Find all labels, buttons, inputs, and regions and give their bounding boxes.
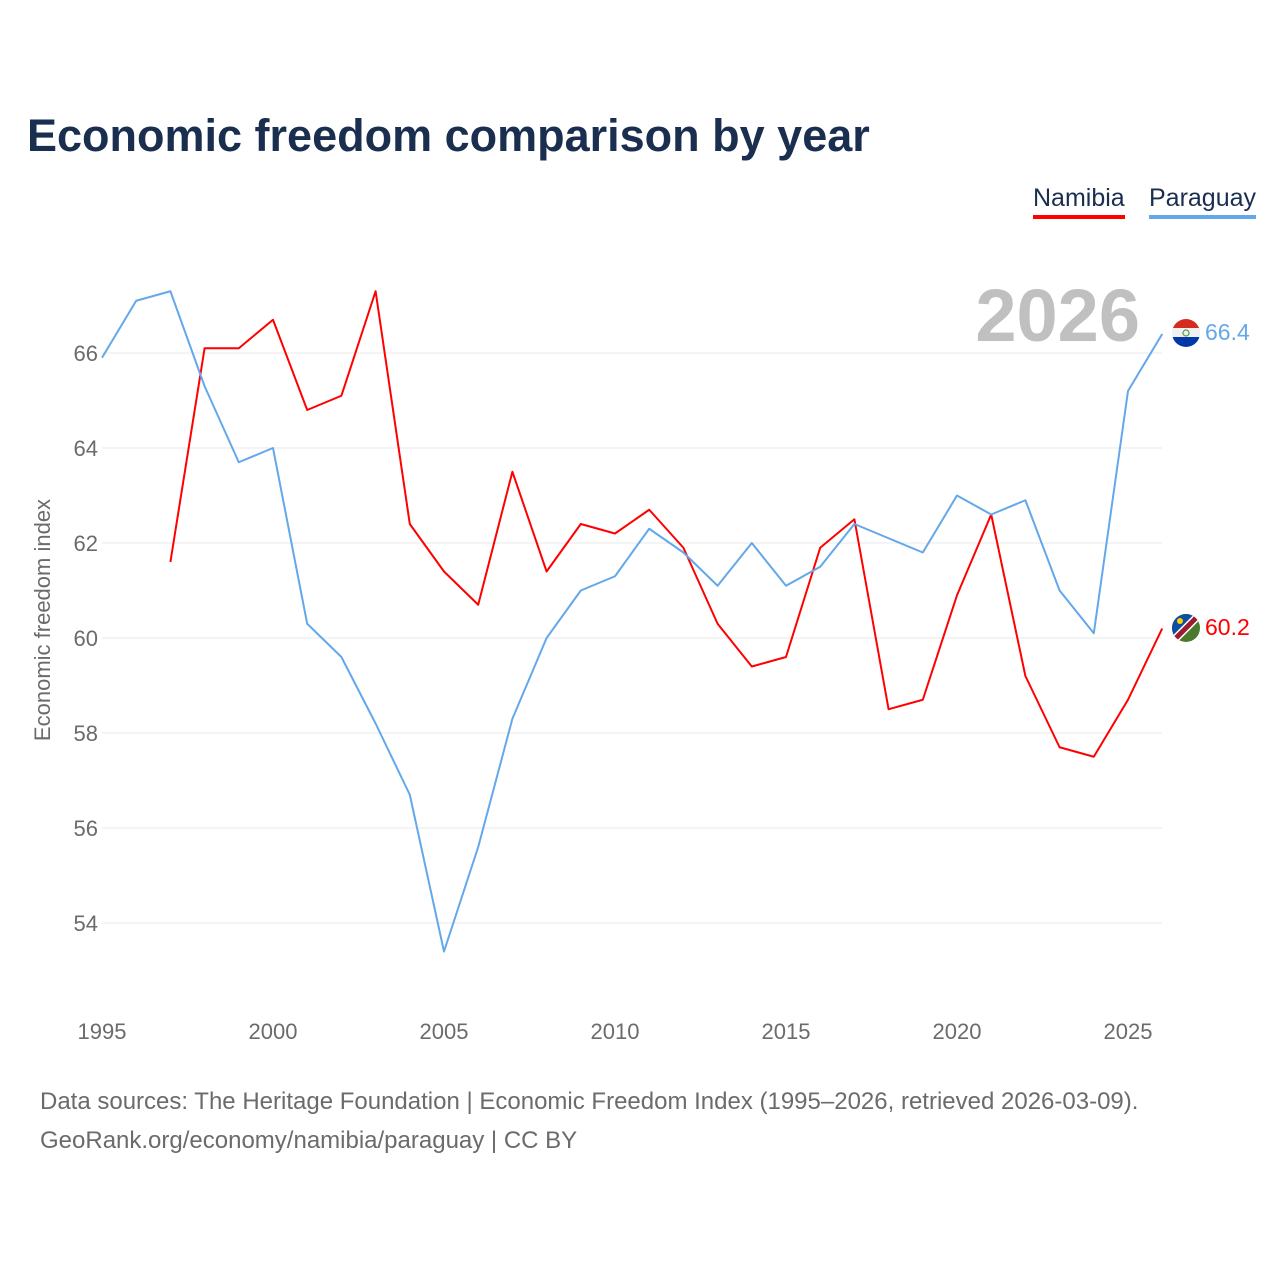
- footer-link[interactable]: GeoRank.org/economy/namibia/paraguay | C…: [40, 1127, 578, 1154]
- x-tick-label: 2015: [762, 1019, 811, 1044]
- y-tick-label: 56: [74, 816, 98, 841]
- year-watermark: 2026: [975, 274, 1140, 357]
- series-line-paraguay: [101, 290, 1164, 953]
- y-tick-label: 66: [74, 341, 98, 366]
- x-tick-label: 2010: [591, 1019, 640, 1044]
- series-line-namibia: [169, 290, 1164, 758]
- y-tick-label: 62: [74, 531, 98, 556]
- x-tick-label: 2025: [1104, 1019, 1153, 1044]
- x-tick-label: 1995: [78, 1019, 127, 1044]
- legend-paraguay[interactable]: Paraguay: [1149, 184, 1257, 219]
- y-axis-label: Economic freedom index: [30, 499, 55, 741]
- paraguay-flag-icon: [1172, 319, 1200, 347]
- chart-title: Economic freedom comparison by year: [27, 110, 870, 161]
- namibia-end-label: 60.2: [1205, 614, 1250, 640]
- x-tick-label: 2000: [249, 1019, 298, 1044]
- legend-namibia[interactable]: Namibia: [1033, 184, 1125, 219]
- footer-sources: Data sources: The Heritage Foundation | …: [40, 1088, 1139, 1115]
- y-tick-label: 64: [74, 436, 98, 461]
- namibia-flag-icon: [1172, 614, 1200, 642]
- y-tick-label: 60: [74, 626, 98, 651]
- x-tick-label: 2005: [420, 1019, 469, 1044]
- y-tick-label: 54: [74, 911, 98, 936]
- y-tick-label: 58: [74, 721, 98, 746]
- x-tick-label: 2020: [933, 1019, 982, 1044]
- paraguay-end-label: 66.4: [1205, 319, 1250, 345]
